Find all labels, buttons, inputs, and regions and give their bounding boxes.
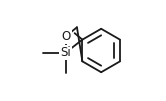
Text: O: O — [61, 30, 70, 43]
Text: Si: Si — [60, 46, 71, 59]
